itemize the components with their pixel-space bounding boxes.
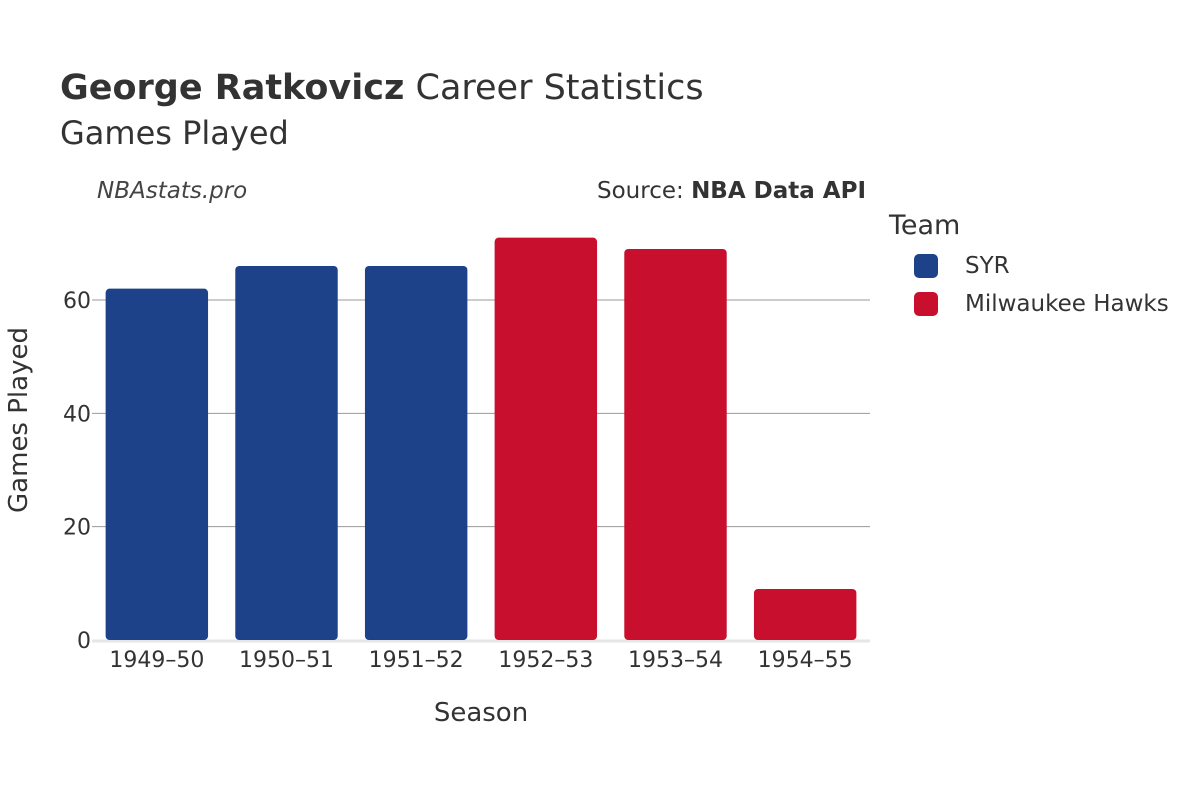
y-tick-label: 60 (63, 289, 91, 314)
bar (364, 266, 468, 640)
x-tick-label: 1954–55 (758, 648, 853, 673)
chart-title: George Ratkovicz Career Statistics (60, 68, 704, 108)
x-tick-label: 1951–52 (369, 648, 464, 673)
y-tick-label: 20 (63, 516, 91, 541)
legend-item-syr[interactable]: SYR (914, 252, 1010, 280)
legend-label-syr: SYR (965, 253, 1010, 279)
player-name: George Ratkovicz (60, 68, 405, 108)
legend-swatch-syr (914, 254, 938, 278)
source-prefix: Source: (597, 178, 692, 204)
x-tick-label: 1952–53 (498, 648, 593, 673)
watermark: NBAstats.pro (97, 178, 248, 204)
source-name: NBA Data API (691, 178, 866, 204)
x-tick-label: 1950–51 (239, 648, 334, 673)
bar (494, 237, 598, 640)
legend-item-milwaukee-hawks[interactable]: Milwaukee Hawks (914, 290, 1169, 318)
x-tick-label: 1949–50 (109, 648, 204, 673)
title-suffix: Career Statistics (404, 68, 704, 108)
chart-subtitle: Games Played (60, 114, 289, 152)
source-credit: Source: NBA Data API (597, 178, 866, 204)
legend-swatch-milwaukee-hawks (914, 292, 938, 316)
legend-label-milwaukee-hawks: Milwaukee Hawks (965, 291, 1169, 317)
y-tick-label: 40 (63, 402, 91, 427)
bar (105, 288, 209, 640)
bar (753, 589, 857, 640)
legend-title: Team (889, 210, 961, 241)
bar (235, 266, 338, 640)
x-tick-label: 1953–54 (628, 648, 723, 673)
y-axis-title: Games Played (4, 327, 34, 513)
x-axis-title: Season (434, 698, 528, 728)
y-tick-label: 0 (77, 629, 91, 654)
bar (624, 249, 727, 640)
